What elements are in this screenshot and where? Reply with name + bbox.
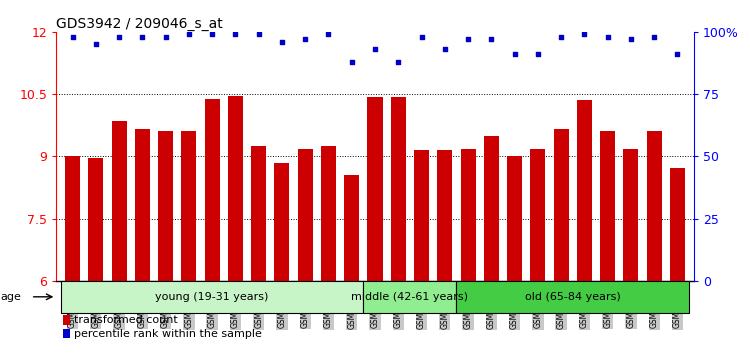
Bar — [112, 121, 127, 281]
Bar — [344, 175, 359, 281]
Bar — [251, 146, 266, 281]
Point — [322, 32, 334, 37]
Bar — [88, 158, 104, 281]
Point — [392, 59, 404, 64]
Bar — [228, 96, 243, 281]
Point — [160, 34, 172, 40]
Point — [509, 51, 520, 57]
Point — [299, 36, 311, 42]
Bar — [298, 149, 313, 281]
Point — [485, 36, 497, 42]
Bar — [457, 281, 689, 313]
Bar — [507, 156, 522, 281]
Bar — [600, 131, 615, 281]
Text: GDS3942 / 209046_s_at: GDS3942 / 209046_s_at — [56, 17, 223, 31]
Bar — [670, 168, 685, 281]
Bar — [62, 315, 70, 325]
Text: transformed count: transformed count — [74, 315, 178, 325]
Point — [90, 41, 102, 47]
Text: age: age — [0, 292, 21, 302]
Text: old (65-84 years): old (65-84 years) — [525, 292, 621, 302]
Point — [532, 51, 544, 57]
Bar — [62, 329, 70, 338]
Point — [671, 51, 683, 57]
Bar — [577, 101, 592, 281]
Point — [136, 34, 148, 40]
Bar — [368, 97, 382, 281]
Text: young (19-31 years): young (19-31 years) — [155, 292, 268, 302]
Bar — [437, 150, 452, 281]
Bar — [414, 150, 429, 281]
Bar — [321, 146, 336, 281]
Point — [439, 46, 451, 52]
Point — [648, 34, 660, 40]
Text: percentile rank within the sample: percentile rank within the sample — [74, 329, 262, 339]
Bar — [274, 162, 290, 281]
Point — [276, 39, 288, 45]
Point — [230, 32, 242, 37]
Bar — [65, 155, 80, 281]
Bar — [554, 130, 568, 281]
Bar — [623, 149, 638, 281]
Point — [578, 32, 590, 37]
Bar — [363, 281, 457, 313]
Point — [625, 36, 637, 42]
Bar — [484, 137, 499, 281]
Point — [206, 32, 218, 37]
Bar — [391, 97, 406, 281]
Bar — [135, 130, 150, 281]
Point — [113, 34, 125, 40]
Bar — [61, 281, 363, 313]
Point — [602, 34, 613, 40]
Point — [555, 34, 567, 40]
Point — [253, 32, 265, 37]
Bar — [182, 131, 196, 281]
Point — [67, 34, 79, 40]
Bar — [158, 131, 173, 281]
Point — [346, 59, 358, 64]
Bar — [460, 149, 476, 281]
Bar — [205, 99, 220, 281]
Point — [183, 32, 195, 37]
Bar — [646, 131, 662, 281]
Point — [462, 36, 474, 42]
Text: middle (42-61 years): middle (42-61 years) — [352, 292, 469, 302]
Point — [416, 34, 428, 40]
Point — [369, 46, 381, 52]
Bar — [530, 149, 545, 281]
